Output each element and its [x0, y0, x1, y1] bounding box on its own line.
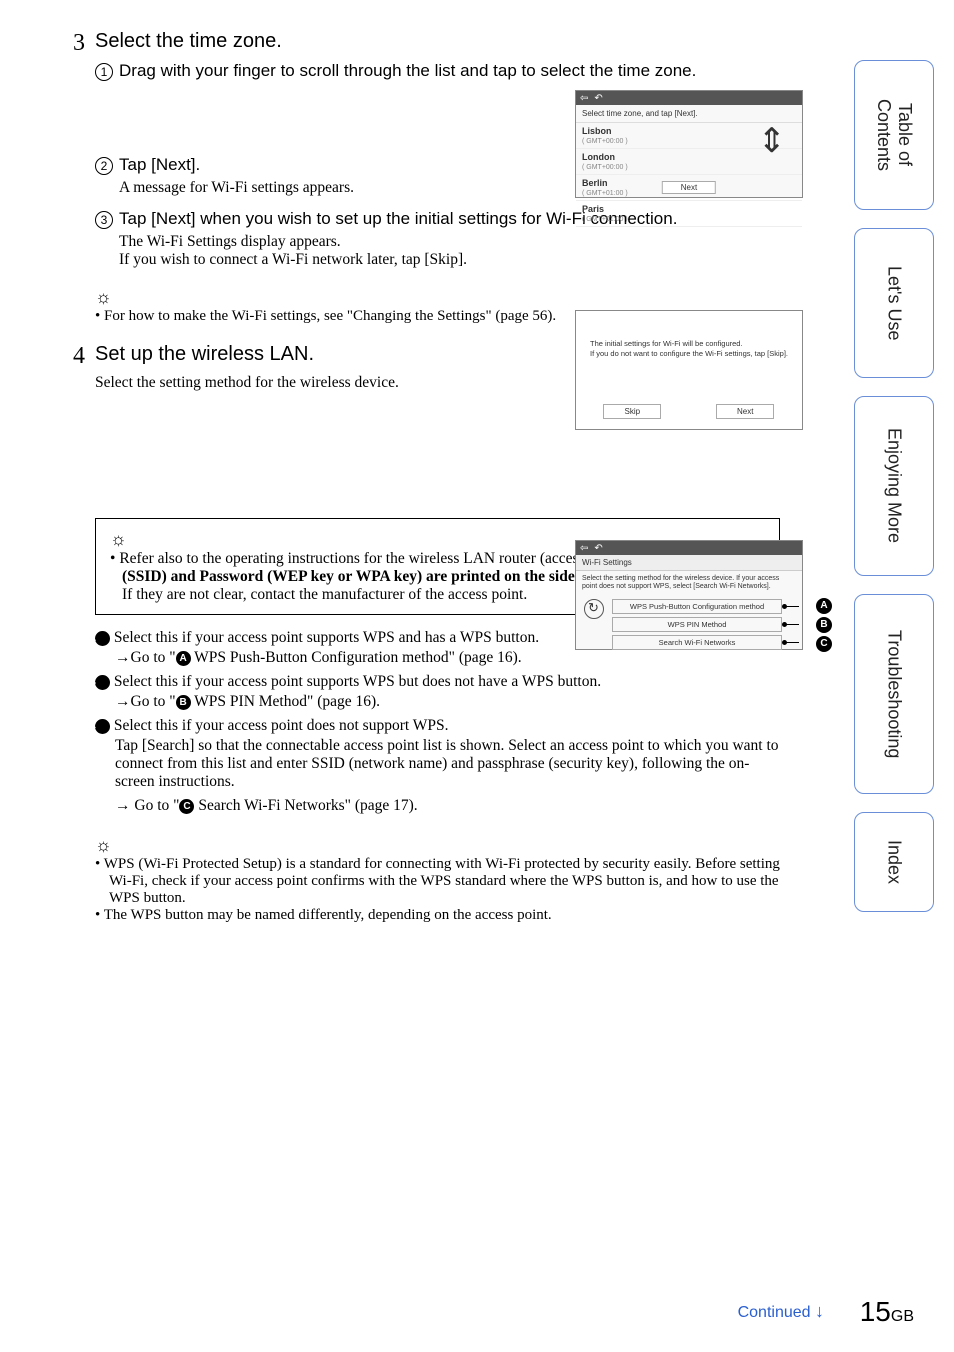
substep-3-marker: 3: [95, 211, 113, 229]
scroll-arrow-icon: ⇕: [758, 131, 787, 151]
option-b-sub: WPS PIN Method" (page 16).: [191, 693, 380, 710]
hint-icon: [95, 835, 780, 856]
bottom-hint-2-text: The WPS button may be named differently,…: [104, 907, 552, 923]
tip-line1: Refer also to the operating instructions…: [119, 550, 633, 567]
option-a-goto: →Go to "A WPS Push-Button Configuration …: [115, 649, 780, 667]
side-tab-enjoying-more[interactable]: Enjoying More: [854, 396, 934, 576]
wlan-option-b[interactable]: WPS PIN Method: [612, 617, 782, 632]
step-3-number: 3: [73, 30, 85, 57]
option-c-line: C Select this if your access point does …: [95, 717, 780, 735]
timezone-screenshot: ⇦↶ Select time zone, and tap [Next]. Lis…: [575, 90, 803, 198]
tz-next-button[interactable]: Next: [662, 181, 716, 194]
page-number: 15GB: [860, 1296, 914, 1328]
bottom-hint-1: • WPS (Wi-Fi Protected Setup) is a stand…: [95, 856, 780, 907]
page-num: 15: [860, 1296, 891, 1327]
wlan-option-c[interactable]: Search Wi-Fi Networks: [612, 635, 782, 650]
callout-c-icon: C: [179, 799, 194, 814]
continued-indicator: Continued ↓: [738, 1301, 824, 1322]
bottom-hint-1-text: WPS (Wi-Fi Protected Setup) is a standar…: [104, 856, 780, 906]
callout-c-icon: C: [95, 719, 110, 734]
goto-arrow: →Go to ": [115, 693, 176, 710]
substep-3-detail: The Wi-Fi Settings display appears. If y…: [119, 233, 780, 269]
wlan-msg: Select the setting method for the wirele…: [576, 571, 802, 596]
callout-b-icon: B: [95, 675, 110, 690]
wifi-message-screenshot: The initial settings for Wi-Fi will be c…: [575, 310, 803, 430]
substep-2-marker: 2: [95, 157, 113, 175]
step-4-number: 4: [73, 343, 85, 370]
callout-label-b: B: [816, 617, 832, 633]
option-c-detail: Tap [Search] so that the connectable acc…: [115, 737, 780, 791]
substep-2-text: Tap [Next].: [119, 155, 200, 175]
wlan-tab: Wi-Fi Settings: [576, 555, 802, 571]
down-arrow-icon: ↓: [815, 1301, 824, 1321]
undo-icon: ↶: [594, 93, 602, 104]
option-c-goto: → Go to "C Search Wi-Fi Networks" (page …: [115, 797, 780, 815]
wifi-msg-line1: The initial settings for Wi-Fi will be c…: [590, 339, 788, 349]
leader-line: [785, 642, 799, 643]
wlan-option-c-label: Search Wi-Fi Networks: [659, 638, 736, 647]
substep-1-text: Drag with your finger to scroll through …: [119, 61, 696, 81]
goto-arrow: → Go to ": [115, 797, 179, 814]
wlan-option-a[interactable]: WPS Push-Button Configuration method: [612, 599, 782, 614]
wlan-option-b-label: WPS PIN Method: [668, 620, 727, 629]
side-navigation: Table of Contents Let's Use Enjoying Mor…: [854, 60, 934, 912]
back-icon: ⇦: [580, 93, 588, 104]
side-tab-index[interactable]: Index: [854, 812, 934, 912]
step-3-title: Select the time zone.: [95, 30, 780, 53]
leader-line: [785, 624, 799, 625]
side-tab-lets-use[interactable]: Let's Use: [854, 228, 934, 378]
side-tab-toc[interactable]: Table of Contents: [854, 60, 934, 210]
tz-item[interactable]: Paris( GMT+01:00 ): [576, 201, 802, 227]
wlan-settings-screenshot: ⇦ ↶ Wi-Fi Settings Select the setting met…: [575, 540, 803, 650]
page-suffix: GB: [891, 1308, 914, 1325]
hint-icon: [95, 287, 780, 308]
option-a-sub: WPS Push-Button Configuration method" (p…: [191, 649, 522, 666]
back-icon: ⇦: [580, 543, 588, 554]
side-tab-troubleshooting[interactable]: Troubleshooting: [854, 594, 934, 794]
skip-button[interactable]: Skip: [603, 404, 661, 419]
callout-b-icon: B: [176, 695, 191, 710]
callout-label-a: A: [816, 598, 832, 614]
callout-a-icon: A: [176, 651, 191, 666]
substep-1-marker: 1: [95, 63, 113, 81]
option-b-line: B Select this if your access point suppo…: [95, 673, 780, 691]
bottom-hint-2: • The WPS button may be named differentl…: [95, 907, 780, 924]
refresh-icon[interactable]: [584, 599, 604, 619]
tz-header-label: Select time zone, and tap [Next].: [576, 105, 802, 123]
leader-line: [785, 606, 799, 607]
option-c-sub: Search Wi-Fi Networks" (page 17).: [194, 797, 417, 814]
option-c-text: Select this if your access point does no…: [110, 717, 449, 734]
option-a-text: Select this if your access point support…: [110, 629, 539, 646]
callout-a-icon: A: [95, 631, 110, 646]
next-button[interactable]: Next: [716, 404, 774, 419]
step-3-hint-text: For how to make the Wi-Fi settings, see …: [104, 308, 556, 324]
option-b-goto: →Go to "B WPS PIN Method" (page 16).: [115, 693, 780, 711]
continued-text: Continued: [738, 1304, 811, 1321]
wlan-option-a-label: WPS Push-Button Configuration method: [630, 602, 764, 611]
option-b-text: Select this if your access point support…: [110, 673, 601, 690]
callout-label-c: C: [816, 636, 832, 652]
wifi-msg-line2: If you do not want to configure the Wi-F…: [590, 349, 788, 359]
goto-arrow: →Go to ": [115, 649, 176, 666]
undo-icon: ↶: [594, 543, 602, 554]
